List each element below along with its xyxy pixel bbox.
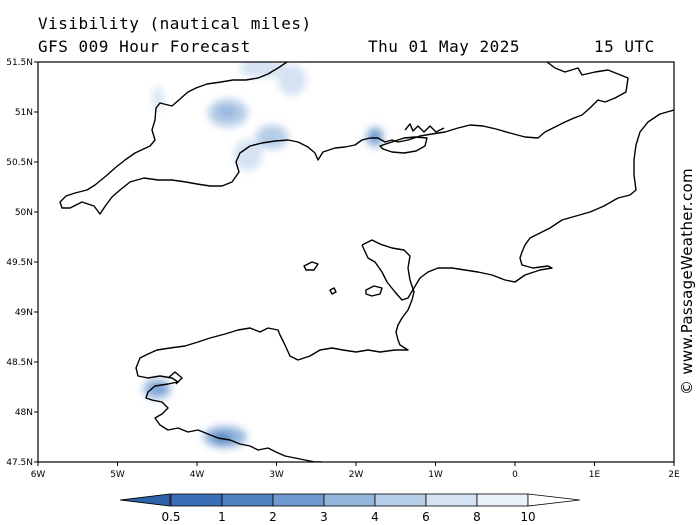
legend-tick: 1 xyxy=(218,510,226,524)
legend-tick: 10 xyxy=(520,510,535,524)
lon-tick: 2W xyxy=(349,462,364,480)
legend-cells xyxy=(170,493,529,507)
lat-label: 47.5N xyxy=(6,458,33,468)
visibility-shading xyxy=(143,62,384,448)
lon-tick: 1E xyxy=(589,462,601,480)
coastlines xyxy=(59,62,674,462)
lon-label: 1E xyxy=(589,470,601,480)
lat-tick: 51N xyxy=(15,108,38,118)
legend-cell xyxy=(425,493,478,507)
legend-cell xyxy=(476,493,529,507)
lon-label: 3W xyxy=(269,470,284,480)
legend-cell xyxy=(374,493,427,507)
lat-tick: 49.5N xyxy=(6,258,38,268)
lon-tick: 0 xyxy=(512,462,518,480)
legend-arrow-high xyxy=(527,493,581,507)
legend-tick: 3 xyxy=(320,510,328,524)
lat-label: 51.5N xyxy=(6,58,33,68)
legend-tick: 6 xyxy=(422,510,430,524)
lat-label: 49N xyxy=(15,308,33,318)
lon-tick: 2E xyxy=(668,462,680,480)
lat-label: 49.5N xyxy=(6,258,33,268)
lat-label: 48.5N xyxy=(6,358,33,368)
lat-tick: 49N xyxy=(15,308,38,318)
longitude-axis: 6W 5W 4W 3W 2W 1W 0 1E 2E xyxy=(31,462,680,480)
lon-tick: 5W xyxy=(110,462,125,480)
legend-tick: 8 xyxy=(473,510,481,524)
legend-arrow-low xyxy=(119,493,171,507)
lon-label: 4W xyxy=(190,470,205,480)
forecast-time: 15 UTC xyxy=(594,37,655,56)
forecast-date: Thu 01 May 2025 xyxy=(368,37,520,56)
lat-tick: 48N xyxy=(15,408,38,418)
lon-label: 0 xyxy=(512,470,518,480)
lon-label: 5W xyxy=(110,470,125,480)
lat-label: 51N xyxy=(15,108,33,118)
lat-label: 50.5N xyxy=(6,158,33,168)
lon-label: 1W xyxy=(428,470,443,480)
lon-tick: 4W xyxy=(190,462,205,480)
legend-tick: 0.5 xyxy=(161,510,180,524)
lat-label: 48N xyxy=(15,408,33,418)
legend-cell xyxy=(221,493,274,507)
lon-label: 6W xyxy=(31,470,46,480)
lat-label: 50N xyxy=(15,208,33,218)
lon-tick: 1W xyxy=(428,462,443,480)
lat-tick: 50N xyxy=(15,208,38,218)
latitude-axis: 51.5N 51N 50.5N 50N 49.5N 49N 48.5N 48N … xyxy=(6,58,38,468)
chart-title: Visibility (nautical miles) xyxy=(38,14,312,33)
lat-tick: 48.5N xyxy=(6,358,38,368)
legend-cell xyxy=(272,493,325,507)
color-legend: 0.5 1 2 3 4 6 8 10 xyxy=(119,493,581,524)
lon-tick: 3W xyxy=(269,462,284,480)
chart-subtitle: GFS 009 Hour Forecast xyxy=(38,37,251,56)
lat-tick: 47.5N xyxy=(6,458,38,468)
credit-text: © www.PassageWeather.com xyxy=(678,168,696,395)
legend-cell xyxy=(170,493,223,507)
legend-tick: 2 xyxy=(269,510,277,524)
legend-tick: 4 xyxy=(371,510,379,524)
lat-tick: 50.5N xyxy=(6,158,38,168)
lon-tick: 6W xyxy=(31,462,46,480)
legend-cell xyxy=(323,493,376,507)
lon-label: 2W xyxy=(349,470,364,480)
lon-label: 2E xyxy=(668,470,680,480)
lat-tick: 51.5N xyxy=(6,58,38,68)
map-frame xyxy=(37,61,675,463)
